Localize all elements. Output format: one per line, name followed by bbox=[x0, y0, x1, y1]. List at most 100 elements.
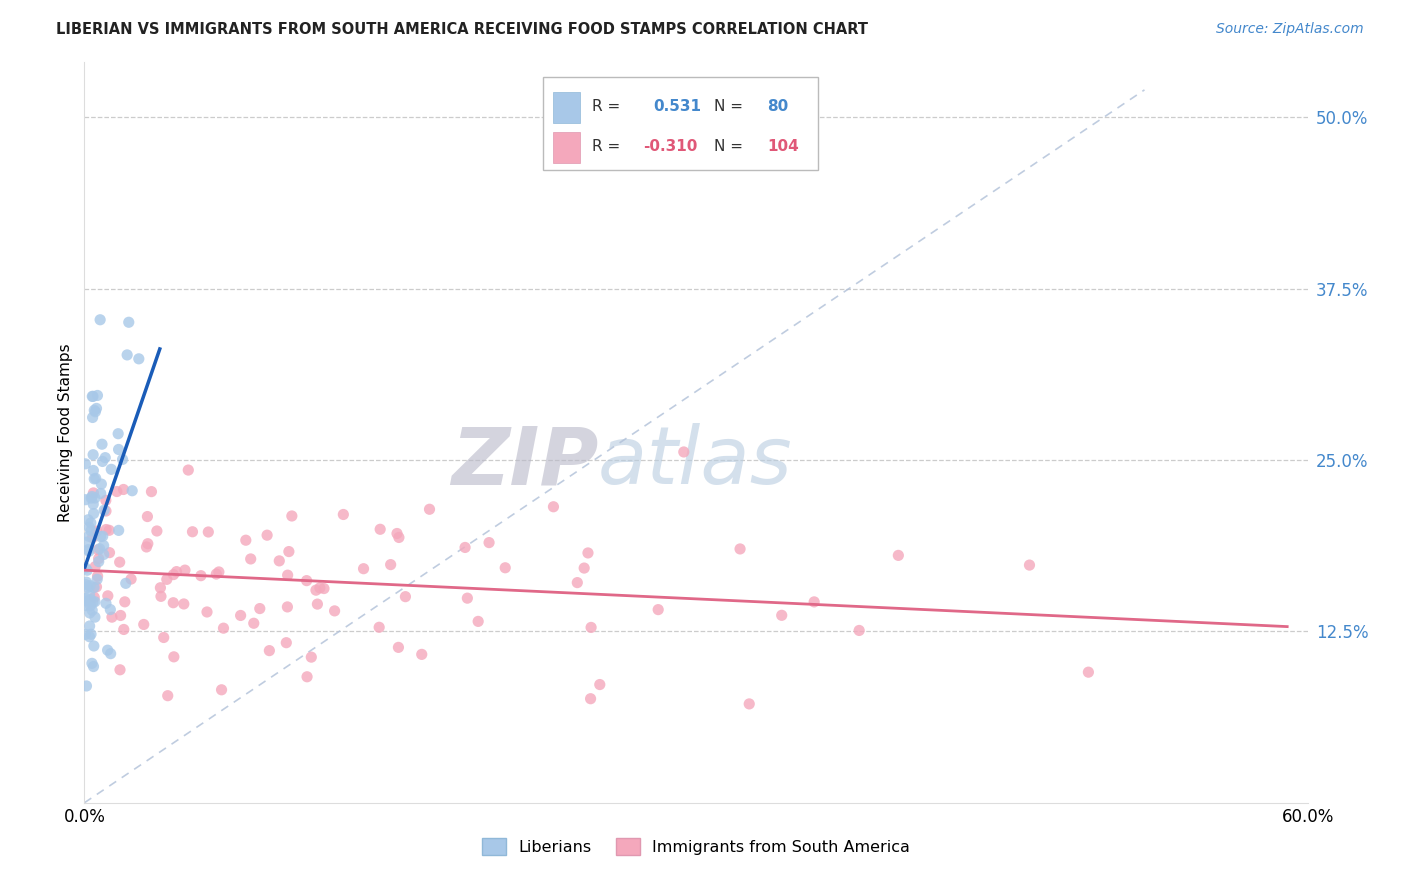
Point bbox=[152, 631, 174, 645]
Point bbox=[295, 574, 318, 588]
Point bbox=[79, 619, 101, 633]
Point bbox=[83, 507, 105, 521]
Point bbox=[803, 595, 825, 609]
Point bbox=[156, 573, 179, 587]
Point bbox=[75, 578, 97, 592]
FancyBboxPatch shape bbox=[553, 132, 579, 162]
Point bbox=[80, 516, 103, 530]
Point bbox=[82, 389, 104, 403]
Point bbox=[75, 679, 97, 693]
Point bbox=[212, 621, 235, 635]
Point bbox=[173, 597, 195, 611]
Point bbox=[77, 542, 100, 557]
Point bbox=[87, 555, 110, 569]
Point bbox=[589, 677, 612, 691]
Point bbox=[135, 540, 157, 554]
Text: N =: N = bbox=[714, 99, 744, 114]
Point bbox=[114, 595, 136, 609]
Point bbox=[77, 513, 100, 527]
Point bbox=[387, 640, 409, 655]
Text: R =: R = bbox=[592, 99, 620, 114]
Point bbox=[128, 351, 150, 366]
Point bbox=[100, 647, 122, 661]
Point bbox=[82, 463, 104, 477]
Point bbox=[80, 491, 103, 505]
Point bbox=[77, 544, 100, 558]
Point bbox=[277, 544, 299, 558]
Point bbox=[84, 595, 107, 609]
Point bbox=[84, 491, 107, 505]
Point bbox=[136, 537, 159, 551]
Point bbox=[75, 599, 97, 613]
Point bbox=[80, 524, 103, 538]
Point bbox=[75, 627, 97, 641]
Point bbox=[1018, 558, 1040, 572]
Point bbox=[98, 524, 121, 538]
Point bbox=[87, 542, 110, 557]
Point bbox=[174, 563, 197, 577]
Point bbox=[136, 509, 159, 524]
Point bbox=[309, 581, 332, 595]
Point bbox=[79, 606, 101, 620]
Text: Source: ZipAtlas.com: Source: ZipAtlas.com bbox=[1216, 22, 1364, 37]
Point bbox=[94, 596, 117, 610]
Point bbox=[256, 528, 278, 542]
Point bbox=[79, 592, 101, 607]
Point bbox=[249, 601, 271, 615]
Point bbox=[86, 569, 108, 583]
Point bbox=[75, 492, 97, 507]
Point bbox=[114, 576, 136, 591]
Point bbox=[887, 549, 910, 563]
Point bbox=[107, 524, 129, 538]
Point bbox=[478, 535, 501, 549]
Point bbox=[76, 563, 98, 577]
Y-axis label: Receiving Food Stamps: Receiving Food Stamps bbox=[58, 343, 73, 522]
Point bbox=[82, 595, 104, 609]
Point bbox=[75, 457, 97, 471]
Point bbox=[388, 531, 411, 545]
Point bbox=[467, 615, 489, 629]
Point bbox=[235, 533, 257, 548]
Point bbox=[101, 610, 124, 624]
Text: 0.531: 0.531 bbox=[654, 99, 702, 114]
Point bbox=[82, 659, 104, 673]
Point bbox=[118, 315, 141, 329]
Point bbox=[83, 639, 105, 653]
Point bbox=[84, 610, 107, 624]
Point bbox=[77, 529, 100, 543]
Point bbox=[146, 524, 169, 538]
Text: LIBERIAN VS IMMIGRANTS FROM SOUTH AMERICA RECEIVING FOOD STAMPS CORRELATION CHAR: LIBERIAN VS IMMIGRANTS FROM SOUTH AMERIC… bbox=[56, 22, 869, 37]
Point bbox=[229, 608, 252, 623]
Point bbox=[323, 604, 346, 618]
Point bbox=[239, 552, 262, 566]
Point bbox=[79, 588, 101, 602]
Point bbox=[110, 608, 132, 623]
Point bbox=[100, 462, 122, 476]
Point bbox=[87, 551, 110, 566]
Point bbox=[385, 526, 408, 541]
Point bbox=[86, 388, 108, 402]
Point bbox=[647, 602, 669, 616]
Text: -0.310: -0.310 bbox=[644, 139, 697, 154]
Point bbox=[295, 670, 318, 684]
Point bbox=[93, 539, 115, 553]
Point bbox=[543, 500, 565, 514]
Point bbox=[94, 493, 117, 508]
Point bbox=[269, 554, 291, 568]
Point bbox=[579, 691, 602, 706]
Point bbox=[86, 580, 108, 594]
Point bbox=[307, 597, 329, 611]
FancyBboxPatch shape bbox=[553, 92, 579, 123]
Point bbox=[418, 502, 440, 516]
Point bbox=[82, 486, 104, 500]
Point bbox=[454, 541, 477, 555]
Point bbox=[242, 616, 264, 631]
Point bbox=[82, 448, 104, 462]
Point bbox=[576, 546, 599, 560]
Point bbox=[208, 565, 231, 579]
Point bbox=[84, 471, 107, 485]
Point bbox=[79, 599, 101, 613]
Point bbox=[149, 581, 172, 595]
FancyBboxPatch shape bbox=[543, 78, 818, 169]
Point bbox=[75, 591, 97, 606]
